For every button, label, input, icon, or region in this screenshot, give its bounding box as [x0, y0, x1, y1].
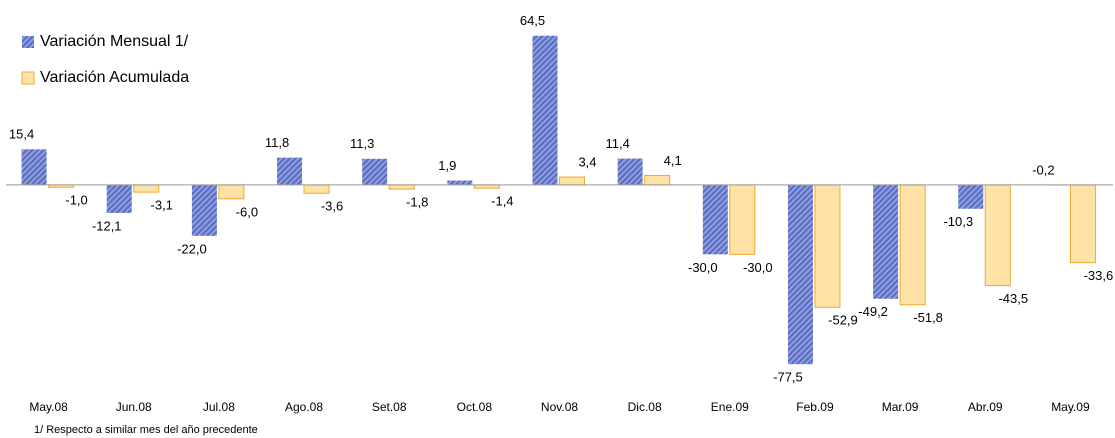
x-tick-label: Dic.08: [628, 400, 662, 414]
legend-swatch: [21, 71, 35, 85]
value-label: 64,5: [520, 13, 545, 28]
value-label: -1,4: [491, 194, 513, 209]
legend-label: Variación Mensual 1/: [40, 33, 189, 50]
bar: [729, 184, 756, 255]
value-label: 15,4: [9, 127, 34, 142]
value-label: -30,0: [743, 260, 773, 275]
bar: [532, 35, 558, 185]
footnote: 1/ Respecto a similar mes del año preced…: [34, 424, 258, 436]
value-label: 11,3: [350, 136, 374, 151]
bar: [702, 184, 728, 255]
value-label: 1,9: [438, 158, 456, 173]
x-tick-label: Mar.09: [882, 400, 919, 414]
x-tick-label: Jul.08: [203, 400, 235, 414]
x-tick-label: May.09: [1051, 400, 1090, 414]
value-label: -0,2: [1032, 162, 1054, 177]
bar: [21, 149, 47, 185]
value-label: 11,8: [265, 135, 289, 150]
legend-label: Variación Acumulada: [40, 69, 189, 86]
bar: [873, 184, 899, 299]
value-label: -6,0: [236, 204, 258, 219]
value-label: -22,0: [177, 241, 207, 256]
value-label: -77,5: [773, 370, 803, 385]
value-label: -49,2: [858, 304, 888, 319]
bar: [191, 184, 217, 236]
value-label: -52,9: [828, 313, 858, 328]
x-tick-label: Abr.09: [968, 400, 1003, 414]
value-label: 11,4: [605, 136, 629, 151]
x-tick-label: Set.08: [372, 400, 407, 414]
legend-swatch: [22, 36, 34, 48]
bar: [388, 184, 415, 190]
bar: [958, 184, 984, 209]
bar: [106, 184, 132, 213]
value-label: -43,5: [998, 291, 1028, 306]
bar: [644, 174, 671, 186]
bar: [277, 157, 303, 185]
x-tick-label: May.08: [29, 400, 68, 414]
value-label: -1,8: [406, 195, 428, 210]
value-label: -3,6: [321, 199, 343, 214]
x-tick-label: Jun.08: [116, 400, 152, 414]
bar: [133, 184, 160, 193]
value-label: -30,0: [688, 260, 718, 275]
x-tick-label: Ene.09: [711, 400, 749, 414]
value-label: -3,1: [151, 198, 173, 213]
bar: [218, 184, 245, 200]
bar: [984, 184, 1011, 287]
value-label: -1,0: [65, 193, 87, 208]
value-label: 4,1: [664, 153, 682, 168]
bar: [787, 184, 813, 365]
value-label: -12,1: [92, 218, 122, 233]
bar: [362, 158, 388, 185]
bar: [617, 158, 643, 185]
bar: [899, 184, 926, 306]
bar: [447, 180, 473, 185]
x-tick-label: Feb.09: [796, 400, 834, 414]
value-label: 3,4: [578, 155, 596, 170]
x-tick-label: Nov.08: [541, 400, 578, 414]
bar: [303, 184, 330, 194]
x-tick-label: Ago.08: [285, 400, 323, 414]
value-label: -10,3: [943, 214, 973, 229]
value-label: -51,8: [913, 310, 943, 325]
bar: [559, 176, 585, 186]
value-label: -33,6: [1084, 268, 1114, 283]
bar: [814, 184, 841, 308]
x-tick-label: Oct.08: [457, 400, 493, 414]
bar: [1069, 184, 1096, 264]
